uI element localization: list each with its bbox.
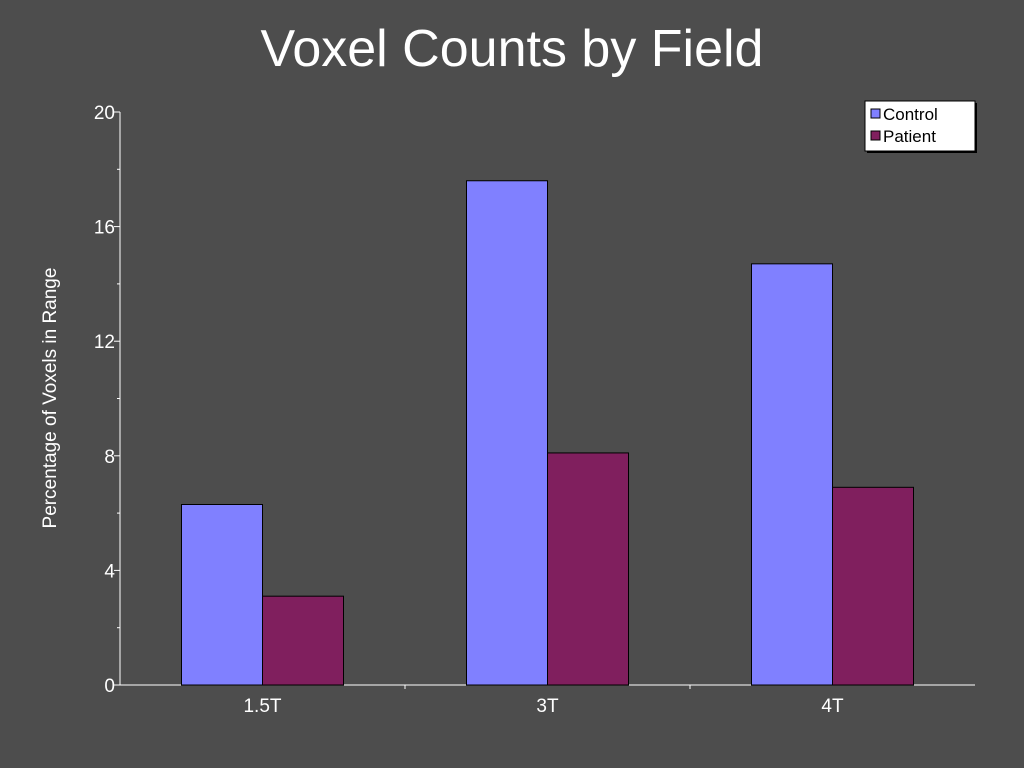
bar-control-1-5t [181, 504, 263, 686]
y-tick-label: 8 [104, 447, 115, 468]
bar-control-4t [751, 263, 833, 686]
legend: Control Patient [864, 100, 977, 153]
legend-label-control: Control [883, 105, 938, 124]
y-axis-label: Percentage of Voxels in Range [40, 268, 61, 529]
x-tick-label: 3T [536, 696, 559, 717]
y-tick-label: 16 [94, 218, 115, 239]
bar-control-3t [466, 180, 548, 686]
legend-box [864, 100, 976, 152]
legend-label-patient: Patient [883, 127, 936, 146]
bar-patient-3t [547, 452, 629, 686]
legend-swatch-patient [870, 130, 881, 141]
y-tick-label: 4 [104, 561, 115, 582]
y-tick-label: 0 [104, 676, 115, 697]
x-tick-label: 1.5T [243, 696, 281, 717]
bar-patient-1-5t [262, 595, 344, 686]
x-tick-label: 4T [821, 696, 844, 717]
y-tick-label: 12 [94, 332, 115, 353]
bar-patient-4t [832, 486, 914, 686]
y-tick-label: 20 [94, 103, 115, 124]
chart-title: Voxel Counts by Field [260, 20, 764, 78]
legend-swatch-control [870, 108, 881, 119]
